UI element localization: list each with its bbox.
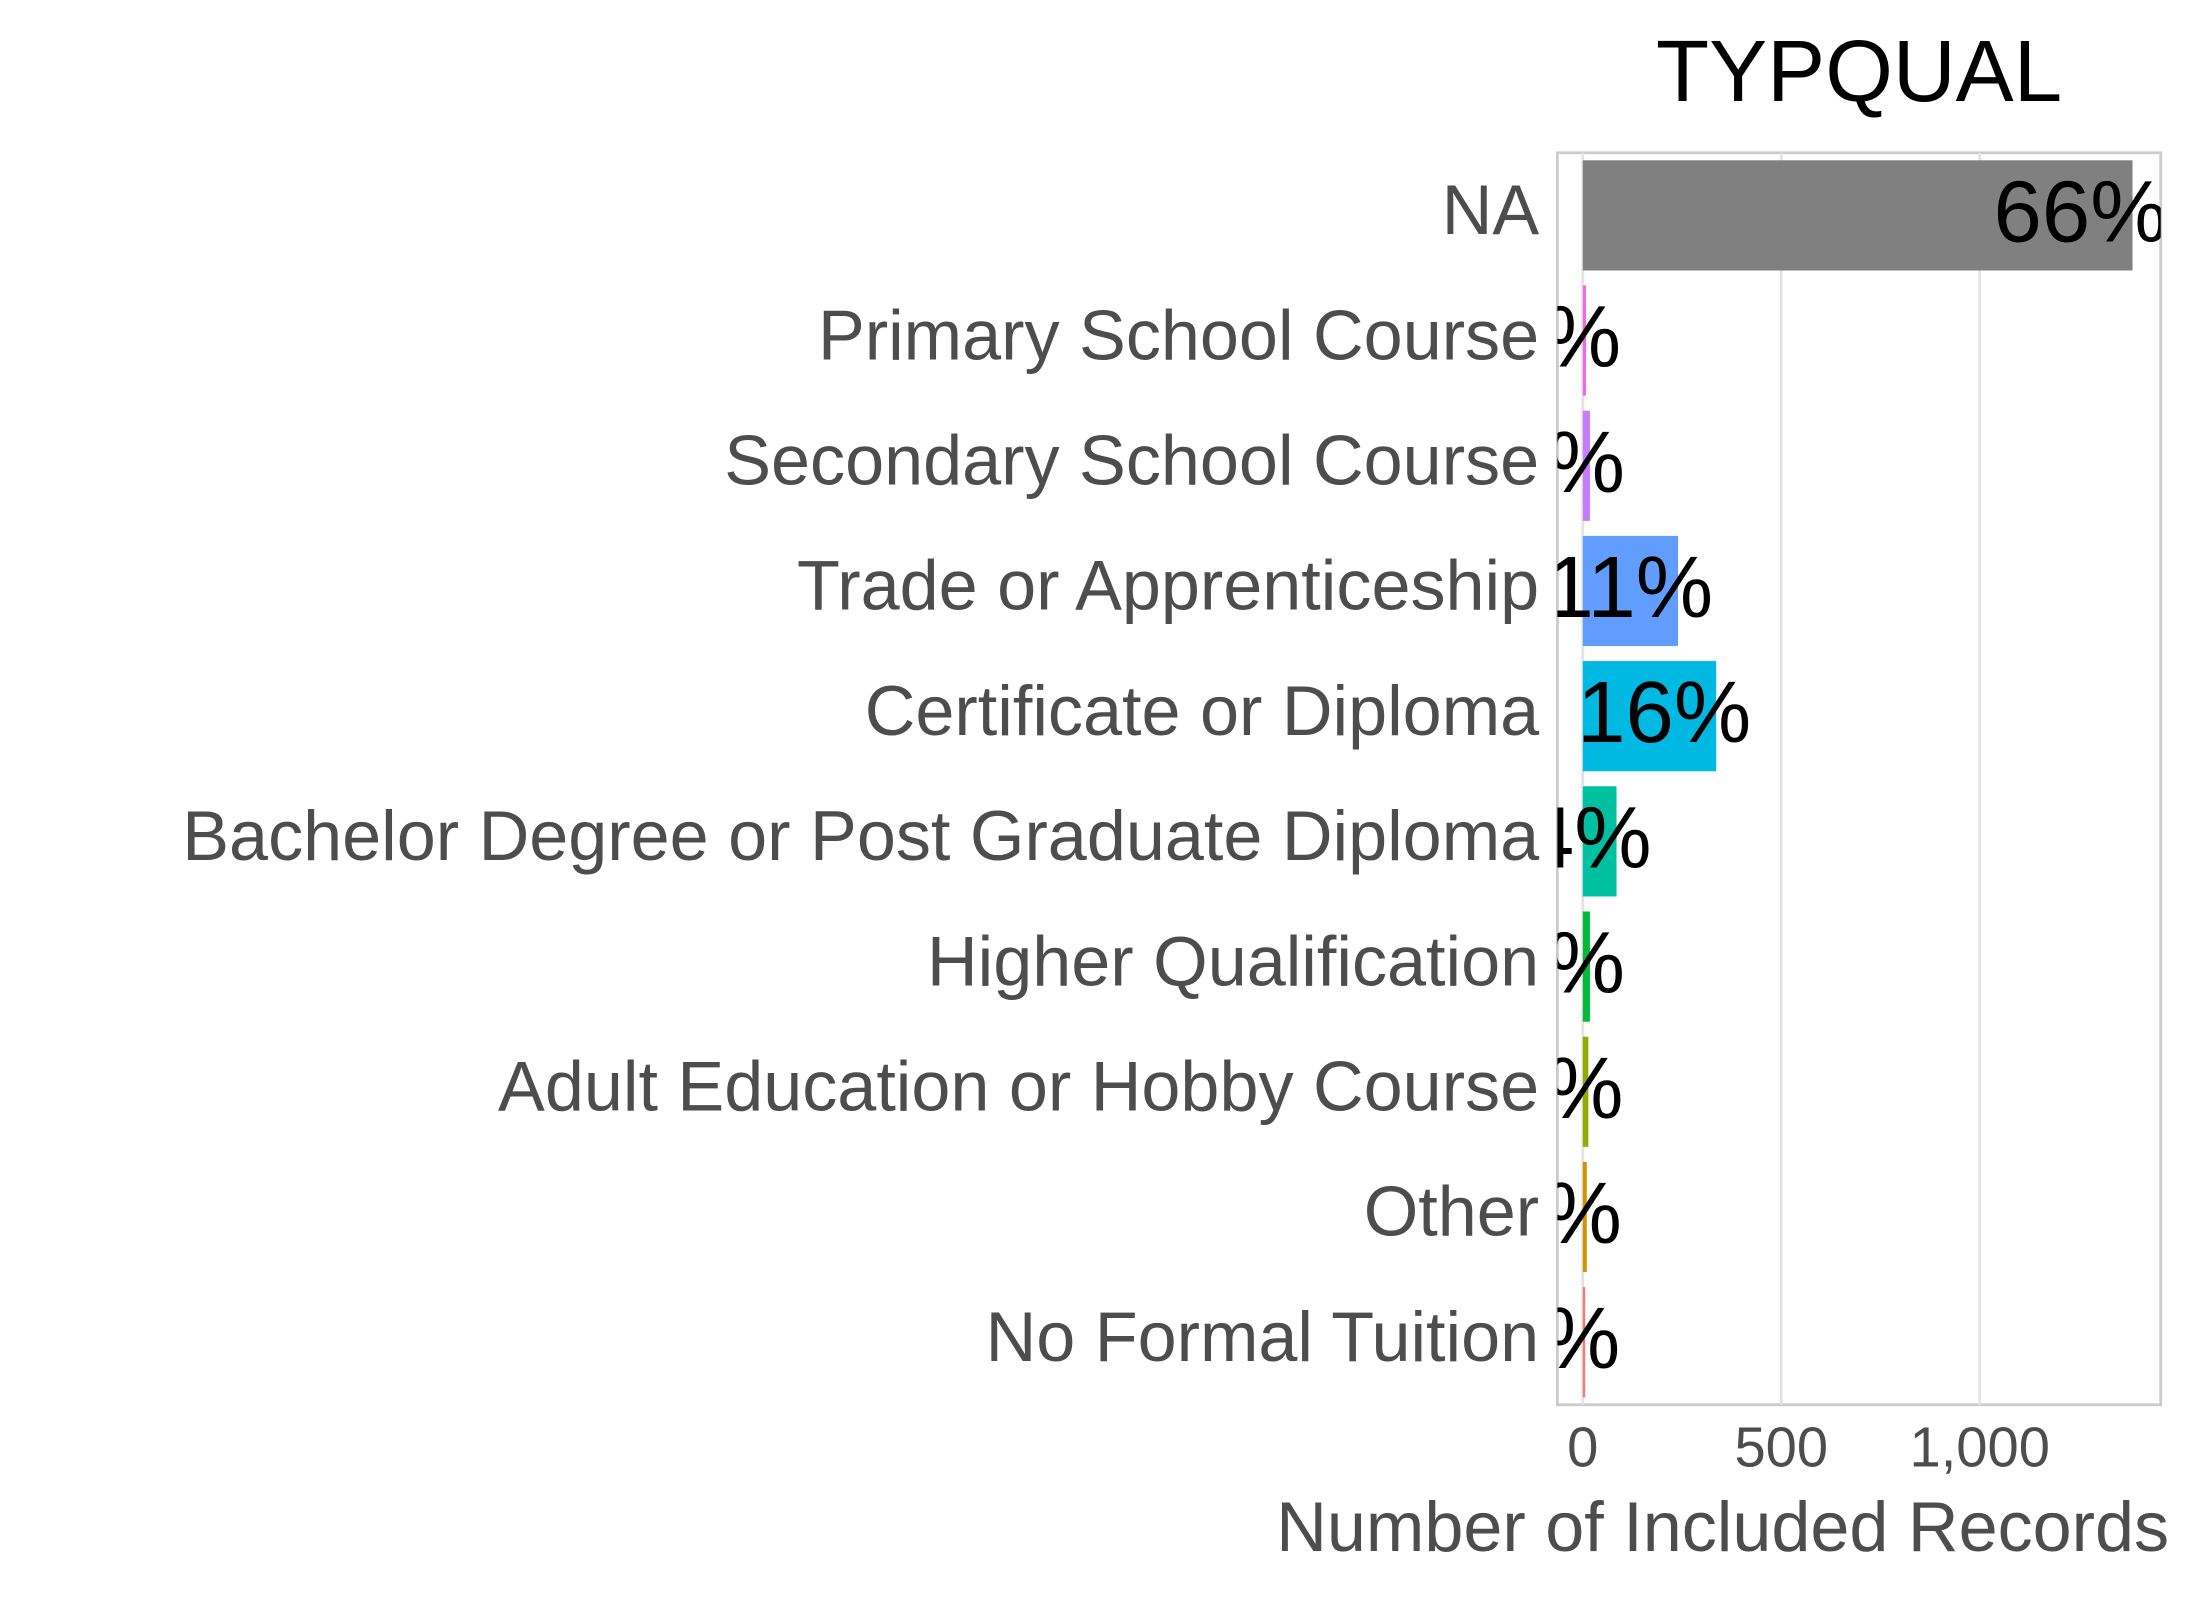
bar <box>1582 1036 1589 1147</box>
chart-title: TYPQUAL <box>1656 22 2062 120</box>
value-label: 0% <box>1495 287 1621 385</box>
bar <box>1582 911 1590 1022</box>
y-tick-label: Higher Qualification <box>927 921 1539 1000</box>
bar <box>1582 786 1617 897</box>
value-label: 0% <box>1496 1164 1622 1262</box>
bars: 66% 0% 1% 11% 16% 4% 1% 1% 0% 0% <box>1495 160 2168 1398</box>
x-tick-label: 500 <box>1734 1415 1828 1478</box>
value-label: 1% <box>1498 1038 1624 1136</box>
bar <box>1582 535 1679 647</box>
value-label: 0% <box>1495 1289 1621 1387</box>
x-tick-label: 0 <box>1567 1415 1598 1478</box>
y-tick-label: Other <box>1364 1171 1539 1250</box>
y-tick-label: Adult Education or Hobby Course <box>498 1046 1539 1125</box>
bar <box>1582 410 1590 521</box>
y-tick-label: Secondary School Course <box>724 420 1539 499</box>
y-tick-label: Trade or Apprenticeship <box>797 545 1539 624</box>
value-label: 1% <box>1499 913 1625 1011</box>
grid <box>1581 152 1982 1405</box>
panel-border <box>1555 151 2163 1407</box>
value-label: 4% <box>1526 788 1652 886</box>
y-tick-label: No Formal Tuition <box>986 1297 1540 1376</box>
value-label: 1% <box>1499 412 1625 510</box>
y-tick-label: Primary School Course <box>818 295 1539 374</box>
bar <box>1582 661 1717 772</box>
bar <box>1582 1161 1587 1273</box>
value-label: 66% <box>1994 162 2168 260</box>
bar <box>1582 160 2133 271</box>
bar <box>1582 1287 1586 1398</box>
y-tick-label: Certificate or Diploma <box>865 671 1540 750</box>
value-label: 11% <box>1545 538 1713 636</box>
y-tick-label: Bachelor Degree or Post Graduate Diploma <box>182 796 1540 875</box>
x-tick-label: 1,000 <box>1910 1415 2050 1478</box>
y-tick-label: NA <box>1442 170 1539 249</box>
bar <box>1582 285 1586 396</box>
x-axis-label: Number of Included Records <box>1276 1487 2169 1566</box>
value-label: 16% <box>1577 663 1751 761</box>
